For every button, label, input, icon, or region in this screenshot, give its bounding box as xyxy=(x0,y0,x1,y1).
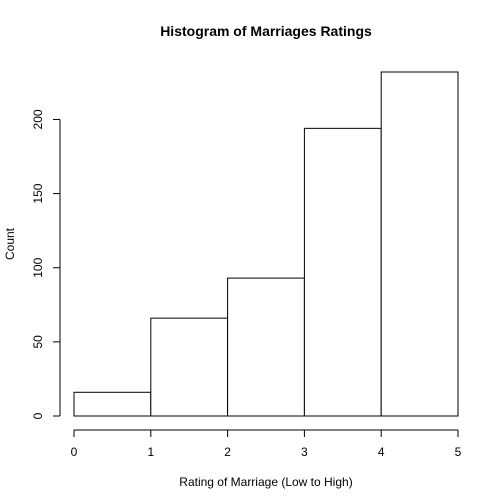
y-tick-label: 150 xyxy=(31,183,45,203)
histogram-bar xyxy=(303,127,382,417)
x-tick-label: 1 xyxy=(147,445,154,459)
chart-title: Histogram of Marriages Ratings xyxy=(160,23,372,39)
bars-group xyxy=(73,71,459,417)
x-axis: 0 1 2 3 4 5 xyxy=(71,429,462,459)
histogram-bar xyxy=(227,277,305,417)
x-tick-label: 0 xyxy=(71,445,78,459)
y-tick-label: 50 xyxy=(31,335,45,349)
x-tick-label: 3 xyxy=(301,445,308,459)
histogram-bar xyxy=(150,317,229,417)
y-tick-label: 200 xyxy=(31,109,45,129)
x-tick-label: 5 xyxy=(455,445,462,459)
y-tick-label: 0 xyxy=(31,412,45,419)
y-tick-label: 100 xyxy=(31,257,45,277)
histogram-bar xyxy=(380,71,459,417)
x-tick-label: 4 xyxy=(378,445,385,459)
x-tick-label: 2 xyxy=(224,445,231,459)
x-axis-label: Rating of Marriage (Low to High) xyxy=(179,475,352,489)
y-axis-label: Count xyxy=(3,227,17,260)
histogram-bar xyxy=(73,391,152,417)
y-axis: 0 50 100 150 200 xyxy=(31,109,61,419)
